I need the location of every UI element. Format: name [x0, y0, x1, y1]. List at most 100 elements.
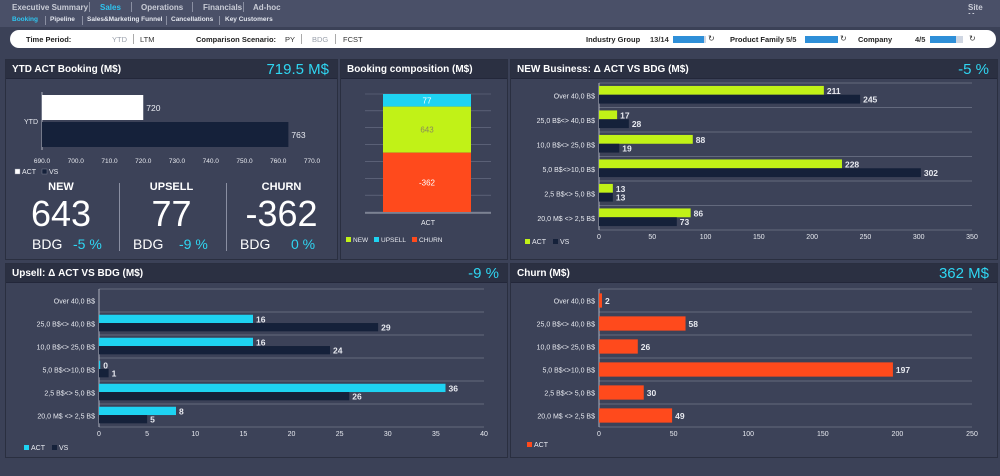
- bar-act: [99, 406, 176, 416]
- comparison-fcst[interactable]: FCST: [343, 35, 363, 44]
- x-tick-label: 50: [670, 431, 678, 438]
- industry-group-label: Industry Group: [586, 35, 641, 44]
- bar-act: [599, 134, 693, 144]
- data-label: 2: [605, 296, 610, 306]
- comparison-label: Comparison Scenario:: [196, 35, 277, 44]
- x-tick-label: 690.0: [34, 158, 51, 165]
- bar-act: [599, 316, 686, 331]
- data-label: 30: [647, 388, 657, 398]
- legend-label: VS: [560, 239, 570, 246]
- category-label: 25,0 B$<> 40,0 B$: [537, 322, 595, 329]
- reset-icon[interactable]: ↻: [840, 34, 847, 43]
- time-period-label: Time Period:: [26, 35, 72, 44]
- subtab-booking[interactable]: Booking: [12, 16, 38, 23]
- kpi-churn-delta: 0 %: [291, 236, 316, 252]
- segment-churn: [383, 152, 471, 212]
- data-label: 88: [696, 135, 706, 145]
- data-label: 245: [863, 95, 877, 105]
- subtab-key-customers[interactable]: Key Customers: [225, 16, 273, 23]
- x-tick-label: 760.0: [270, 158, 287, 165]
- industry-group-fill: [673, 36, 704, 43]
- time-period-ytd[interactable]: YTD: [112, 35, 127, 44]
- data-label: 29: [381, 323, 391, 333]
- category-label: Over 40,0 B$: [554, 299, 595, 306]
- subtab-sales-marketing-funnel[interactable]: Sales&Marketing Funnel: [87, 16, 163, 23]
- x-tick-label: 200: [892, 431, 904, 438]
- legend-swatch: [41, 168, 48, 175]
- legend-label: UPSELL: [381, 237, 406, 244]
- product-family-count: 5/5: [786, 35, 797, 44]
- data-label: 1: [112, 369, 117, 379]
- data-label: 73: [680, 217, 690, 227]
- churn-chart: Over 40,0 B$ 2 25,0 B$<> 40,0 B$ 58 10,0 B$<…: [527, 288, 978, 449]
- kpi-upsell-bdg-label: BDG: [133, 236, 164, 252]
- category-label: 5,0 B$<>10,0 B$: [542, 167, 595, 174]
- time-period-ltm[interactable]: LTM: [140, 35, 155, 44]
- upsell-title: Upsell: Δ ACT VS BDG (M$): [12, 268, 144, 279]
- category-label: 20,0 M$ <> 2,5 B$: [37, 414, 95, 421]
- legend-label: CHURN: [419, 237, 443, 244]
- category-label: 10,0 B$<> 25,0 B$: [537, 142, 595, 149]
- data-label: 211: [827, 86, 841, 96]
- bar-vs: [599, 94, 861, 104]
- company-track[interactable]: [930, 36, 963, 43]
- category-label: 20,0 M$ <> 2,5 B$: [537, 216, 595, 223]
- kpi-new: NEW 643 BDG -5 %: [6, 181, 116, 256]
- composition-panel: Booking composition (M$) 77 643 -362 ACT NEW…: [340, 59, 508, 260]
- new-business-panel: NEW Business: Δ ACT VS BDG (M$) -5 % Ove…: [510, 59, 998, 260]
- x-tick-label: 720.0: [135, 158, 152, 165]
- x-tick-label: 200: [806, 234, 818, 241]
- sub-nav: Booking Pipeline Sales&Marketing Funnel …: [0, 14, 1000, 27]
- data-label: 16: [256, 314, 266, 324]
- x-tick-label: 250: [860, 234, 872, 241]
- bar-act: [599, 385, 644, 400]
- new-business-title: NEW Business: Δ ACT VS BDG (M$): [517, 64, 689, 75]
- x-tick-label: 25: [336, 431, 344, 438]
- data-label: 26: [352, 392, 362, 402]
- legend-swatch: [527, 442, 532, 447]
- tab-adhoc[interactable]: Ad-hoc: [253, 3, 281, 12]
- subtab-cancellations[interactable]: Cancellations: [171, 16, 214, 23]
- x-tick-label: 35: [432, 431, 440, 438]
- legend-swatch: [346, 237, 351, 242]
- product-family-fill: [805, 36, 838, 43]
- bar-act: [599, 362, 893, 377]
- reset-icon[interactable]: ↻: [969, 34, 976, 43]
- tab-sales[interactable]: Sales: [100, 3, 121, 12]
- data-label: 8: [179, 406, 184, 416]
- x-tick-label: 40: [480, 431, 488, 438]
- bar-vs: [99, 323, 379, 332]
- bar-act: [599, 85, 824, 95]
- x-tick-label: 150: [753, 234, 765, 241]
- comparison-py[interactable]: PY: [285, 35, 296, 44]
- bar-vs: [599, 192, 613, 202]
- data-label: 58: [689, 319, 699, 329]
- data-label: 17: [620, 110, 630, 120]
- tab-operations[interactable]: Operations: [141, 3, 184, 12]
- subtab-pipeline[interactable]: Pipeline: [50, 16, 75, 23]
- category-label: 10,0 B$<> 25,0 B$: [537, 345, 595, 352]
- tab-financials[interactable]: Financials: [203, 3, 243, 12]
- churn-panel: Churn (M$) 362 M$ Over 40,0 B$ 2 25,0 B$<>…: [510, 263, 998, 458]
- legend-label: ACT: [22, 169, 37, 176]
- reset-icon[interactable]: ↻: [708, 34, 715, 43]
- bar-act: [99, 337, 253, 347]
- data-label: 302: [924, 168, 938, 178]
- comparison-bdg[interactable]: BDG: [312, 35, 329, 44]
- x-tick-label: 730.0: [169, 158, 186, 165]
- data-label: 228: [845, 159, 859, 169]
- upsell-chart: Over 40,0 B$ 25,0 B$<> 40,0 B$ 16 29 10,0 B$…: [24, 288, 488, 452]
- legend-swatch: [374, 237, 379, 242]
- x-tick-label: 0: [97, 431, 101, 438]
- tab-executive-summary[interactable]: Executive Summary: [12, 3, 89, 12]
- legend-swatch: [14, 168, 21, 175]
- product-family-track[interactable]: [805, 36, 838, 43]
- legend-label: NEW: [353, 237, 369, 244]
- churn-title: Churn (M$): [517, 268, 570, 279]
- industry-group-track[interactable]: [673, 36, 706, 43]
- category-label: 25,0 B$<> 40,0 B$: [537, 118, 595, 125]
- data-label: 49: [675, 411, 685, 421]
- x-tick-label: 50: [648, 234, 656, 241]
- bar-vs: [599, 168, 921, 178]
